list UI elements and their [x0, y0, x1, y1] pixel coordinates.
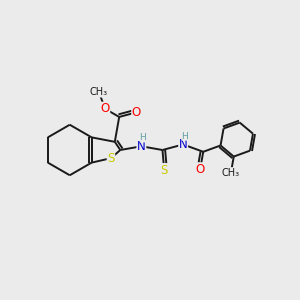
Text: O: O	[100, 102, 110, 115]
Text: H: H	[181, 132, 188, 141]
Text: H: H	[140, 134, 146, 142]
Text: S: S	[107, 152, 115, 165]
Text: CH₃: CH₃	[222, 168, 240, 178]
Text: N: N	[137, 140, 146, 153]
Text: N: N	[179, 138, 188, 151]
Text: S: S	[160, 164, 168, 177]
Text: CH₃: CH₃	[90, 87, 108, 97]
Text: O: O	[132, 106, 141, 119]
Text: O: O	[196, 163, 205, 176]
